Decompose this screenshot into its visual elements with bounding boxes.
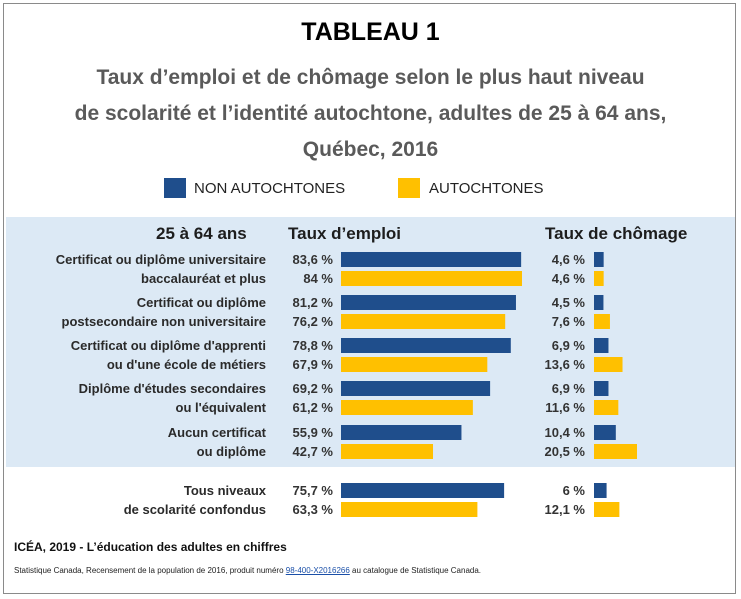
emploi-bar-aut-postsecondaire [341,314,506,329]
footer-source-text: Statistique Canada, Recensement de la po… [14,566,286,575]
chomage-value-aut-postsecondaire: 7,6 % [551,314,585,329]
emploi-value-aut-postsecondaire: 76,2 % [292,314,333,329]
chomage-bar-aut-universitaire [594,271,604,286]
emploi-value-aut-universitaire: 84 % [303,271,333,286]
category-label-apprenti-line-2: ou d'une école de métiers [106,357,266,372]
emploi-bar-aut-tous [341,502,478,517]
footer-source-link[interactable]: 98-400-X2016266 [285,566,350,575]
emploi-value-aut-tous: 63,3 % [292,502,333,517]
legend-swatch-non-autochtones [164,178,186,198]
chomage-bar-non-aucun [594,425,616,440]
chomage-value-non-tous: 6 % [562,483,585,498]
emploi-value-non-apprenti: 78,8 % [292,338,333,353]
emploi-value-non-secondaires: 69,2 % [292,381,333,396]
emploi-value-aut-secondaires: 61,2 % [292,400,333,415]
chomage-value-non-apprenti: 6,9 % [551,338,585,353]
emploi-bar-aut-apprenti [341,357,488,372]
legend-swatch-autochtones [398,178,420,198]
emploi-value-non-aucun: 55,9 % [292,425,333,440]
chomage-value-aut-apprenti: 13,6 % [544,357,585,372]
emploi-bar-non-tous [341,483,505,498]
chomage-value-aut-secondaires: 11,6 % [545,400,585,415]
emploi-bar-aut-secondaires [341,400,473,415]
emploi-bar-non-apprenti [341,338,511,353]
category-label-apprenti-line-1: Certificat ou diplôme d'apprenti [70,338,266,353]
emploi-bar-non-postsecondaire [341,295,516,310]
chomage-bar-non-tous [594,483,607,498]
chomage-bar-aut-aucun [594,444,637,459]
category-label-postsecondaire-line-1: Certificat ou diplôme [136,295,266,310]
emploi-value-aut-aucun: 42,7 % [292,444,333,459]
category-label-universitaire-line-1: Certificat ou diplôme universitaire [55,252,266,267]
legend-label-autochtones: AUTOCHTONES [429,180,544,197]
footer-credit: ICÉA, 2019 - L’éducation des adultes en … [14,540,287,554]
category-label-aucun-line-1: Aucun certificat [167,425,266,440]
chomage-value-aut-tous: 12,1 % [544,502,585,517]
footer-source: Statistique Canada, Recensement de la po… [14,566,481,575]
footer-source-text-end: au catalogue de Statistique Canada. [349,566,482,575]
chomage-bar-aut-postsecondaire [594,314,610,329]
chomage-value-aut-universitaire: 4,6 % [551,271,585,286]
chomage-value-non-postsecondaire: 4,5 % [551,295,585,310]
legend-label-non-autochtones: NON AUTOCHTONES [194,180,346,197]
category-label-postsecondaire-line-2: postsecondaire non universitaire [61,314,266,329]
chomage-bar-non-secondaires [594,381,609,396]
emploi-value-non-tous: 75,7 % [292,483,333,498]
column-header-chomage: Taux de chômage [545,224,688,243]
chart-title: TABLEAU 1 [301,18,440,46]
chomage-value-non-aucun: 10,4 % [544,425,585,440]
emploi-value-non-postsecondaire: 81,2 % [292,295,333,310]
chomage-bar-non-universitaire [594,252,604,267]
emploi-bar-aut-aucun [341,444,434,459]
category-label-tous-line-2: de scolarité confondus [123,502,266,517]
category-label-universitaire-line-2: baccalauréat et plus [141,271,266,286]
chomage-bar-aut-tous [594,502,620,517]
column-header-emploi: Taux d’emploi [288,224,402,243]
chomage-bar-non-apprenti [594,338,609,353]
category-label-tous-line-1: Tous niveaux [183,483,266,498]
emploi-value-non-universitaire: 83,6 % [292,252,333,267]
category-label-secondaires-line-1: Diplôme d'études secondaires [78,381,266,396]
chart-subtitle-line-3: Québec, 2016 [302,138,439,161]
column-header-age: 25 à 64 ans [156,224,247,243]
chart-frame [3,3,736,594]
chart-subtitle-line-2: de scolarité et l’identité autochtone, a… [74,102,667,125]
chomage-bar-aut-secondaires [594,400,619,415]
emploi-bar-aut-universitaire [341,271,522,286]
chomage-bar-non-postsecondaire [594,295,604,310]
emploi-bar-non-universitaire [341,252,522,267]
emploi-value-aut-apprenti: 67,9 % [292,357,333,372]
category-label-aucun-line-2: ou diplôme [196,444,266,459]
category-label-secondaires-line-2: ou l'équivalent [175,400,267,415]
chomage-bar-aut-apprenti [594,357,623,372]
emploi-bar-non-secondaires [341,381,491,396]
chomage-value-non-universitaire: 4,6 % [551,252,585,267]
emploi-bar-non-aucun [341,425,462,440]
chart-subtitle-line-1: Taux d’emploi et de chômage selon le plu… [96,66,645,89]
chomage-value-aut-aucun: 20,5 % [544,444,585,459]
chomage-value-non-secondaires: 6,9 % [551,381,585,396]
